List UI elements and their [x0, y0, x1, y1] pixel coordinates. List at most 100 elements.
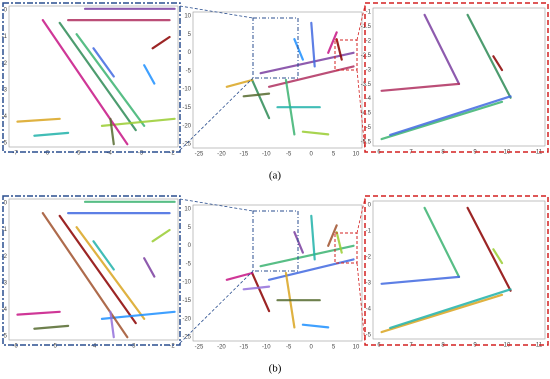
zoom-region: [252, 210, 299, 272]
y-tick-label: -4: [366, 307, 372, 313]
point-trace: [41, 212, 129, 339]
y-tick-label: -10: [182, 280, 191, 286]
point-trace: [259, 51, 355, 75]
y-tick-label: -10: [182, 87, 191, 93]
point-trace: [109, 310, 115, 339]
y-tick-label: -20: [182, 123, 191, 129]
point-trace: [335, 231, 343, 254]
point-trace: [267, 258, 355, 281]
point-trace: [492, 55, 504, 72]
y-tick-label: -5: [366, 125, 372, 131]
point-trace: [380, 275, 461, 285]
point-trace: [242, 285, 271, 291]
connector: [179, 5, 254, 19]
x-tick-label: 5: [332, 152, 336, 158]
x-tick-label: -5: [286, 152, 292, 158]
point-trace: [423, 206, 461, 278]
axes-frame: [8, 198, 179, 341]
point-trace: [225, 78, 254, 88]
x-tick-label: -6: [44, 151, 50, 157]
zoom-region: [252, 17, 299, 79]
y-tick-label: 10: [184, 14, 191, 20]
y-tick-label: -3: [2, 280, 8, 286]
x-tick-label: -3: [130, 344, 136, 350]
x-tick-label: -15: [240, 345, 249, 351]
zoom-frame: [2, 195, 181, 346]
y-tick-label: -3: [366, 281, 372, 287]
connector: [356, 69, 366, 151]
axes-frame: [8, 5, 179, 148]
y-tick-label: -5: [366, 333, 372, 339]
x-tick-label: -10: [262, 345, 271, 351]
y-tick-label: -4.5: [361, 111, 372, 117]
y-tick-label: 5: [188, 225, 192, 231]
y-tick-label: -5.5: [361, 140, 372, 146]
x-tick-label: -20: [217, 345, 226, 351]
point-trace: [423, 13, 461, 86]
x-tick-label: -20: [217, 152, 226, 158]
point-trace: [225, 271, 254, 281]
x-tick-label: -5: [286, 345, 292, 351]
point-trace: [293, 38, 304, 61]
y-tick-label: -5: [2, 141, 8, 147]
point-trace: [466, 206, 512, 292]
axes-frame: [372, 200, 546, 340]
x-tick-label: -15: [240, 152, 249, 158]
zoom-region: [334, 39, 358, 71]
panel: -7 -6 -5 -4 -3 -20-1-2-3-4-5-25 -20 -15 -10 -5 0 5 1…: [2, 2, 549, 182]
y-tick-label: -4: [366, 96, 372, 102]
zoom-region: [334, 232, 358, 264]
point-trace: [389, 288, 512, 330]
point-trace: [58, 214, 137, 325]
y-tick-label: -3: [2, 87, 8, 93]
x-tick-label: 0: [309, 345, 313, 351]
y-tick-label: -1.5: [361, 24, 372, 30]
panel: -6 -5 -4 -3 -20-1-2-3-4-5-25 -20 -15 -10 -5 0 5 101…: [2, 195, 549, 375]
point-trace: [327, 31, 338, 54]
x-tick-label: -5: [52, 344, 58, 350]
point-trace: [380, 100, 504, 141]
y-tick-label: -5: [186, 68, 192, 74]
connector: [356, 197, 366, 234]
y-tick-label: -25: [182, 142, 191, 148]
y-tick-label: -1: [366, 10, 372, 16]
point-trace: [16, 117, 61, 123]
point-trace: [151, 35, 171, 50]
point-trace: [33, 131, 70, 137]
point-trace: [301, 130, 330, 136]
point-trace: [380, 82, 461, 92]
y-tick-label: -20: [182, 316, 191, 322]
y-tick-label: 0: [368, 203, 372, 209]
zoom-frame: [364, 195, 549, 346]
y-tick-label: -5: [2, 334, 8, 340]
y-tick-label: -3.5: [361, 82, 372, 88]
y-tick-label: 0: [188, 50, 192, 56]
y-tick-label: 5: [188, 32, 192, 38]
y-tick-label: -1: [2, 34, 8, 40]
point-trace: [251, 271, 271, 313]
y-tick-label: -2: [2, 61, 8, 67]
y-tick-label: -4: [2, 114, 8, 120]
point-trace: [75, 226, 146, 320]
point-trace: [310, 214, 316, 261]
connector: [179, 270, 254, 344]
point-trace: [242, 92, 271, 98]
y-tick-label: 0: [188, 243, 192, 249]
zoom-frame: [2, 2, 181, 153]
point-trace: [143, 64, 156, 85]
point-trace: [75, 33, 146, 127]
x-tick-label: -3: [138, 151, 144, 157]
point-trace: [327, 224, 338, 247]
axes-frame: [372, 7, 546, 147]
connector: [179, 77, 254, 151]
point-trace: [151, 228, 171, 243]
point-trace: [466, 13, 512, 99]
y-tick-label: 10: [184, 207, 191, 213]
x-tick-label: -7: [12, 151, 18, 157]
point-trace: [293, 231, 304, 254]
zoom-frame: [364, 2, 549, 153]
axes-frame: [192, 204, 363, 342]
connector: [356, 262, 366, 344]
point-trace: [143, 257, 156, 278]
